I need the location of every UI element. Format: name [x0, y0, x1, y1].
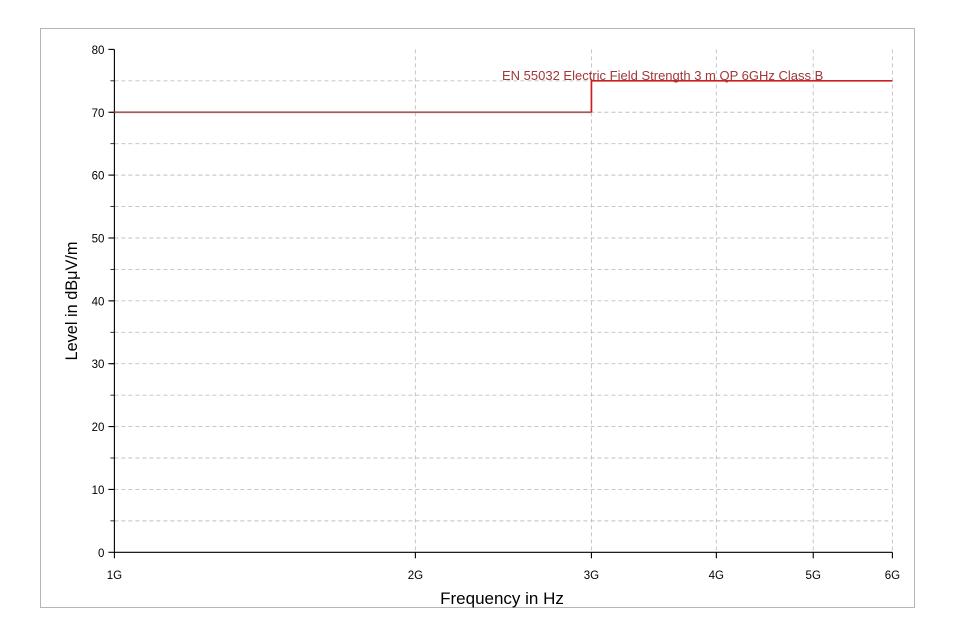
- svg-text:5G: 5G: [806, 570, 821, 582]
- svg-text:80: 80: [92, 45, 105, 57]
- svg-text:Frequency in Hz: Frequency in Hz: [440, 589, 564, 608]
- svg-text:6G: 6G: [885, 570, 900, 582]
- svg-text:1G: 1G: [107, 570, 122, 582]
- svg-text:4G: 4G: [709, 570, 724, 582]
- svg-text:Level in dBμV/m: Level in dBμV/m: [63, 242, 81, 361]
- svg-text:30: 30: [92, 359, 105, 371]
- svg-text:40: 40: [92, 296, 105, 308]
- svg-text:3G: 3G: [584, 570, 599, 582]
- svg-text:EN 55032 Electric Field Streng: EN 55032 Electric Field Strength 3 m QP …: [502, 68, 823, 83]
- svg-text:2G: 2G: [408, 570, 423, 582]
- svg-text:0: 0: [98, 548, 104, 560]
- svg-text:10: 10: [92, 485, 105, 497]
- svg-text:60: 60: [92, 171, 105, 183]
- svg-text:20: 20: [92, 422, 105, 434]
- svg-text:70: 70: [92, 108, 105, 120]
- svg-text:50: 50: [92, 233, 105, 245]
